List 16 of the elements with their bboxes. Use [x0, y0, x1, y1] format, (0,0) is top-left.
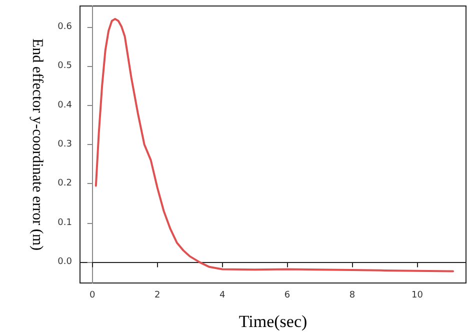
- x-tick-label: 10: [412, 290, 424, 300]
- y-tick-label: 0.5: [58, 61, 72, 72]
- x-tick-label: 6: [284, 290, 290, 300]
- y-tick-label: 0.1: [58, 218, 72, 228]
- x-tick-label: 8: [349, 290, 356, 300]
- y-tick-label: 0.2: [58, 178, 72, 189]
- x-tick-label: 4: [219, 290, 226, 300]
- x-tick-label: 2: [154, 290, 160, 300]
- y-axis-title: End effector y-coordinate error (m): [29, 38, 45, 251]
- y-tick-label: 0.6: [58, 22, 72, 32]
- y-tick-label: 0.4: [58, 100, 72, 110]
- y-tick-label: 0.3: [58, 140, 72, 150]
- line-series: [94, 18, 454, 272]
- x-axis-title: Time(sec): [238, 312, 308, 331]
- y-tick-label: 0.0: [58, 257, 72, 268]
- x-tick-label: 0: [89, 290, 96, 300]
